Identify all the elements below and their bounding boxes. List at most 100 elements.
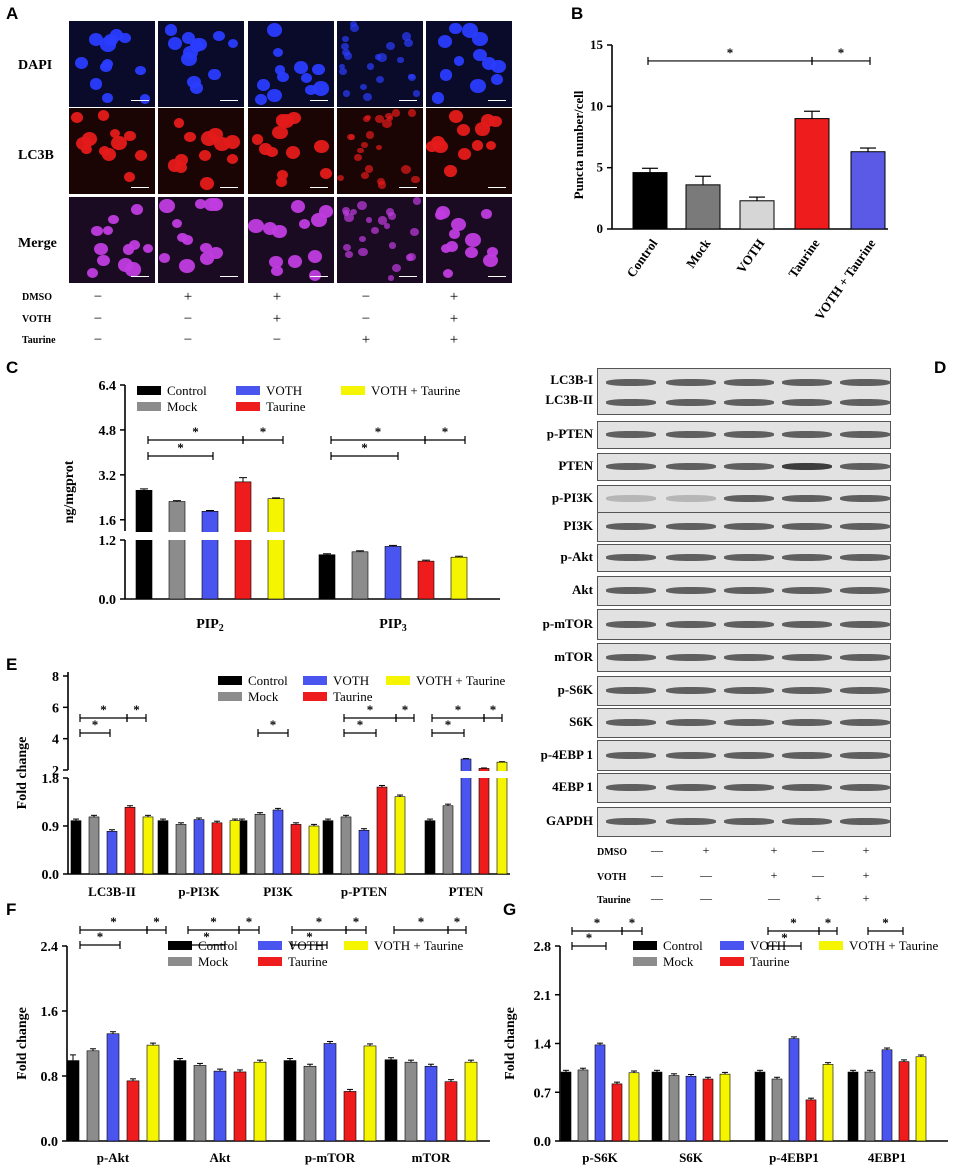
treatment-sign: + <box>272 289 282 305</box>
b-bar-3 <box>794 118 830 230</box>
blot-row: PTEN <box>558 453 891 481</box>
treatment-sign: − <box>93 311 103 327</box>
f-bar <box>283 1060 297 1142</box>
legend-label-control: Control <box>167 383 207 398</box>
f-bar <box>66 1060 80 1142</box>
micrograph-dapi-4 <box>336 20 424 108</box>
e-bar <box>442 805 454 875</box>
g-y-tick-label: 2.8 <box>534 940 552 955</box>
g-sig-5-star: * <box>825 915 832 930</box>
blot-band <box>840 653 890 661</box>
blot-strip <box>597 740 891 771</box>
blot-strip <box>597 676 891 706</box>
blot-row: p-PTEN <box>547 421 891 449</box>
f-x-tick-label: Akt <box>210 1150 232 1165</box>
f-sig-7-star: * <box>306 929 313 944</box>
c-bar <box>351 551 369 600</box>
e-y-tick-label: 8 <box>52 670 59 685</box>
e-sig-6-star: * <box>357 717 364 732</box>
e-sig-1-star: * <box>100 702 107 717</box>
e-y-tick-label: 1.8 <box>42 772 60 787</box>
blot-band <box>724 653 774 661</box>
legend-label-mock: Mock <box>167 399 198 414</box>
e-bar <box>175 824 187 875</box>
panel-letter-a: A <box>6 4 19 23</box>
treatment-label-dmso-d: DMSO <box>597 847 627 858</box>
legend-swatch-voth-taurine <box>819 941 843 950</box>
b-x-tick-label: Mock <box>683 235 714 270</box>
g-sig-0-star: * <box>594 915 601 930</box>
legend-label-control: Control <box>663 938 703 953</box>
blot-band <box>724 818 774 825</box>
blot-band <box>606 379 656 386</box>
e-y-tick-label: 0.0 <box>42 868 60 883</box>
g-bar <box>915 1056 927 1142</box>
treatment-sign: + <box>449 311 459 327</box>
blot-band <box>666 587 716 594</box>
blot-band <box>606 554 656 561</box>
legend-label-mock: Mock <box>248 689 279 704</box>
blot-protein-label: p-PI3K <box>551 490 593 505</box>
g-bar <box>702 1078 714 1142</box>
f-sig-10-star: * <box>454 914 461 929</box>
blot-strip <box>597 544 891 572</box>
blot-band <box>840 463 890 470</box>
blot-band <box>724 554 774 561</box>
blot-band <box>724 587 774 594</box>
g-bar <box>898 1061 910 1142</box>
blot-row: 4EBP 1 <box>552 773 891 803</box>
panel-letter-b: B <box>571 4 584 23</box>
treatment-sign-d: — <box>651 891 663 905</box>
blot-band <box>840 587 890 594</box>
f-sig-4-star: * <box>203 929 210 944</box>
legend-swatch-voth-taurine <box>341 386 365 395</box>
b-x-tick-label: Taurine <box>785 236 822 280</box>
e-bar <box>254 813 266 875</box>
legend-swatch-taurine <box>258 957 282 966</box>
b-bar-1 <box>685 184 721 230</box>
f-bar <box>173 1060 187 1142</box>
blot-band <box>782 653 832 661</box>
legend-swatch-mock <box>633 957 657 966</box>
blot-band <box>840 784 890 791</box>
e-sig-7-star: * <box>402 702 409 717</box>
micrograph-lc3b-2 <box>157 107 245 195</box>
e-bar <box>124 807 136 875</box>
legend-swatch-voth <box>236 386 260 395</box>
e-sig-2-star: * <box>92 717 99 732</box>
b-sig-2-star: * <box>838 45 845 60</box>
g-bar <box>788 1038 800 1142</box>
blot-band <box>724 687 774 694</box>
e-bar <box>211 822 223 875</box>
g-bar <box>560 1071 572 1142</box>
c-y-tick-label: 0.0 <box>99 593 117 608</box>
blot-band <box>606 751 656 759</box>
g-sig-4-star: * <box>781 930 788 945</box>
c-y-tick-label: 4.8 <box>99 424 117 439</box>
e-bar <box>424 820 436 875</box>
blot-row: p-mTOR <box>543 609 891 640</box>
f-sig-9-star: * <box>418 914 425 929</box>
blot-protein-label: p-PTEN <box>546 426 593 441</box>
panel-letter-d: D <box>934 358 947 377</box>
g-bar <box>822 1064 834 1142</box>
e-x-tick-label: PI3K <box>263 884 294 899</box>
f-bar <box>146 1044 160 1142</box>
legend-swatch-taurine <box>720 957 744 966</box>
blot-strip <box>597 421 891 449</box>
g-y-tick-label: 0.0 <box>534 1135 552 1150</box>
e-bar <box>88 816 100 875</box>
e-bar <box>478 768 490 875</box>
treatment-sign-d: + <box>702 843 710 857</box>
blot-band <box>782 495 832 502</box>
legend-swatch-control <box>137 386 161 395</box>
g-y-axis-label: Fold change <box>503 1007 518 1080</box>
blot-band <box>840 523 890 530</box>
c-sig-6-star: * <box>442 424 449 439</box>
c-bar <box>135 489 153 600</box>
e-bar <box>70 820 82 875</box>
blot-row: GAPDH <box>546 807 891 837</box>
legend-swatch-mock <box>137 402 161 411</box>
g-bar <box>754 1071 766 1142</box>
blot-band <box>782 379 832 386</box>
